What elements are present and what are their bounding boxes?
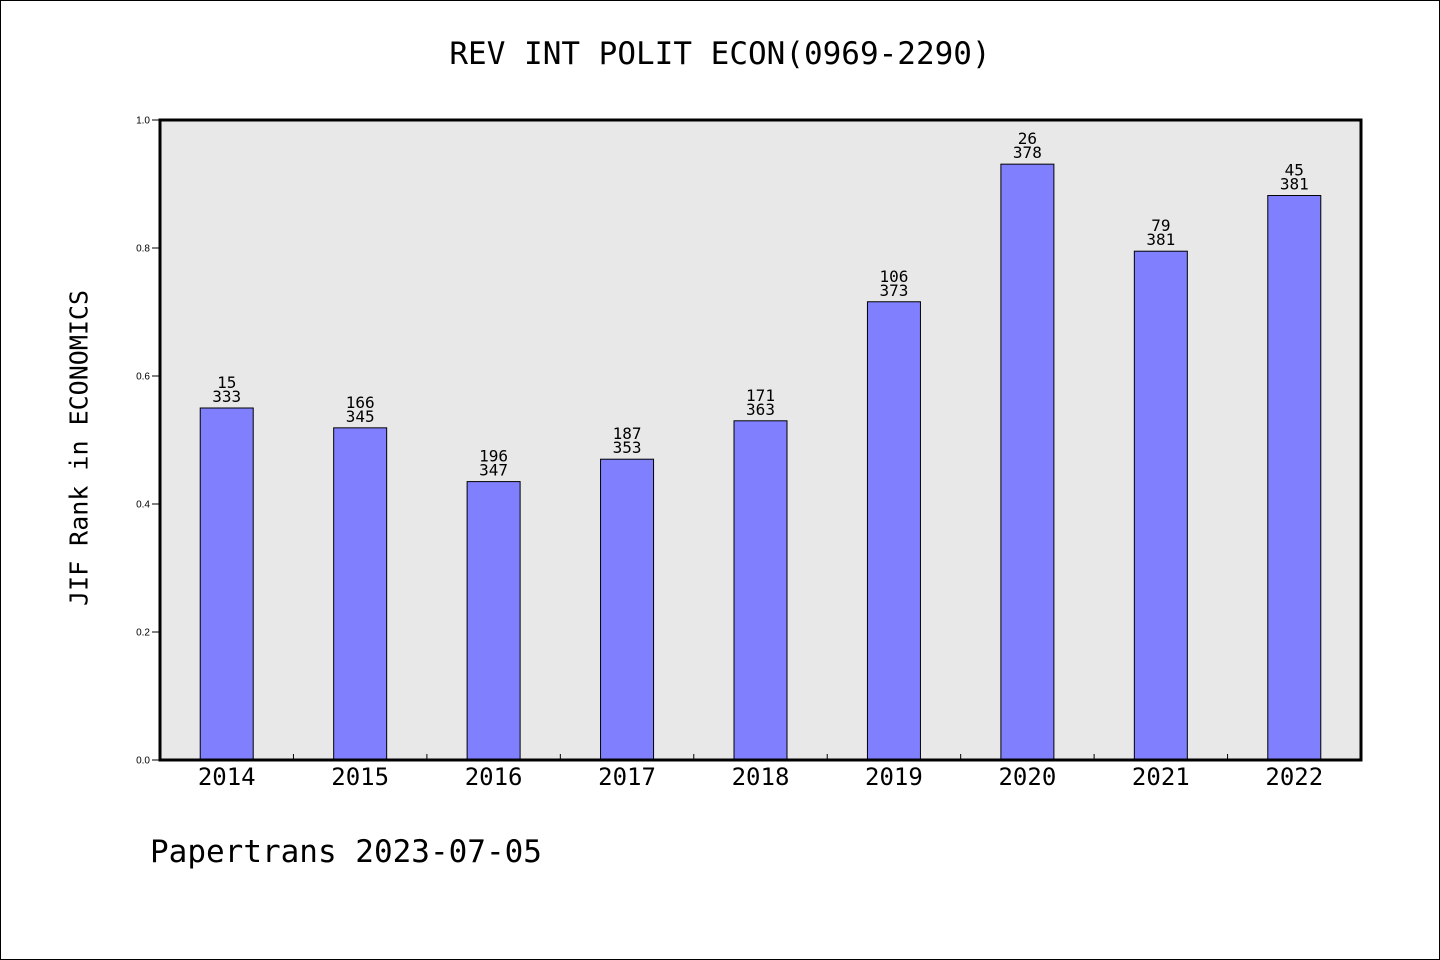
x-tick-label-2022: 2022 <box>1265 763 1323 791</box>
y-tick-label: 0.4 <box>136 500 150 511</box>
bar-2014 <box>199 407 254 761</box>
rank-label-2018: 171 <box>746 386 775 405</box>
total-label-2016: 347 <box>479 461 508 480</box>
total-label-2018: 363 <box>746 400 775 419</box>
x-tick-label-2014: 2014 <box>198 763 256 791</box>
y-tick-label: 0.8 <box>136 244 150 255</box>
bar-2015 <box>333 427 388 761</box>
x-tick-label-2018: 2018 <box>732 763 790 791</box>
bar-2017 <box>600 458 655 761</box>
x-tick-label-2017: 2017 <box>598 763 656 791</box>
bar-2016 <box>466 481 521 761</box>
total-label-2017: 353 <box>613 438 642 457</box>
footer-text: Papertrans 2023-07-05 <box>150 834 542 870</box>
rank-label-2017: 187 <box>613 424 642 443</box>
y-tick-label: 0.6 <box>136 372 150 383</box>
rank-label-2016: 196 <box>479 447 508 466</box>
total-label-2014: 333 <box>212 387 241 406</box>
total-label-2022: 381 <box>1280 175 1309 194</box>
total-label-2019: 373 <box>879 281 908 300</box>
plot-border <box>158 118 1363 762</box>
rank-label-2021: 79 <box>1151 216 1170 235</box>
x-tick-label-2015: 2015 <box>331 763 389 791</box>
x-tick-label-2020: 2020 <box>998 763 1056 791</box>
rank-label-2014: 15 <box>217 373 236 392</box>
chart-title: REV INT POLIT ECON(0969-2290) <box>449 36 991 72</box>
total-label-2015: 345 <box>346 407 375 426</box>
rank-label-2019: 106 <box>879 267 908 286</box>
total-label-2021: 381 <box>1146 230 1175 249</box>
rank-label-2020: 26 <box>1018 129 1037 148</box>
rank-label-2015: 166 <box>346 393 375 412</box>
bar-2022 <box>1267 195 1322 761</box>
bar-2019 <box>866 301 921 761</box>
y-tick-label: 0.2 <box>136 628 150 639</box>
bar-2021 <box>1133 250 1188 761</box>
x-tick-label-2021: 2021 <box>1132 763 1190 791</box>
rank-label-2022: 45 <box>1285 161 1304 180</box>
bar-2020 <box>1000 163 1055 761</box>
y-tick-label: 0.0 <box>136 756 150 767</box>
total-label-2020: 378 <box>1013 143 1042 162</box>
bar-2018 <box>733 420 788 761</box>
y-tick-label: 1.0 <box>136 116 150 127</box>
x-tick-label-2016: 2016 <box>465 763 523 791</box>
x-tick-label-2019: 2019 <box>865 763 923 791</box>
